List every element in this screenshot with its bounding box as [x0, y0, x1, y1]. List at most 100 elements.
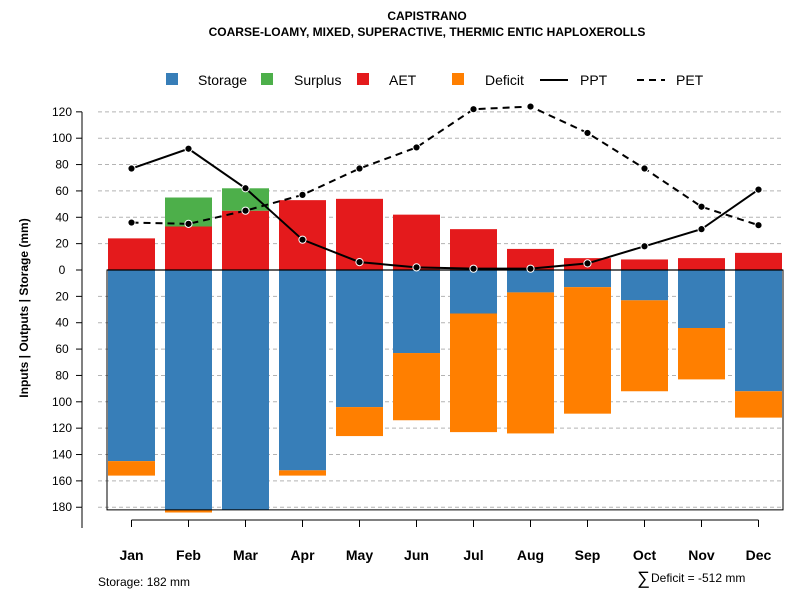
bar-aet-jun: [393, 214, 440, 270]
legend-label-ppt: PPT: [580, 72, 608, 88]
point-pet-nov: [697, 202, 706, 211]
grid-lines: [98, 111, 783, 508]
bar-aet-nov: [678, 258, 725, 270]
point-pet-may: [355, 164, 364, 173]
bars: [108, 188, 782, 513]
bar-surplus-mar: [222, 188, 269, 211]
y-tick-label-20: 20: [55, 237, 69, 251]
bar-storage-jul: [450, 270, 497, 314]
point-ppt-feb: [184, 144, 193, 153]
legend-swatch-storage: [166, 73, 178, 85]
x-tick-label-sep: Sep: [575, 547, 601, 563]
y-axis: 120 100 80 60 40 20 0 20 40 60 80 100 120 140 160 180: [52, 105, 83, 528]
point-pet-apr: [298, 190, 307, 199]
point-pet-feb: [184, 219, 193, 228]
series-lines: [127, 102, 763, 273]
y-tick-label-180: 180: [52, 500, 72, 514]
point-ppt-jul: [469, 264, 478, 273]
storage-frame: [106, 269, 784, 511]
x-tick-label-aug: Aug: [517, 547, 544, 563]
y-tick-label-60: 60: [55, 184, 69, 198]
legend-swatch-surplus: [261, 73, 273, 85]
bar-deficit-jan: [108, 461, 155, 476]
legend-swatch-aet: [357, 73, 369, 85]
bar-storage-oct: [621, 270, 668, 301]
x-tick-label-mar: Mar: [233, 547, 258, 563]
y-tick-label-120: 120: [52, 421, 72, 435]
x-tick-label-nov: Nov: [688, 547, 715, 563]
x-tick-label-dec: Dec: [746, 547, 772, 563]
legend-label-storage: Storage: [198, 72, 247, 88]
point-ppt-sep: [583, 259, 592, 268]
bar-storage-sep: [564, 270, 611, 288]
y-tick-label-40: 40: [55, 316, 69, 330]
point-ppt-may: [355, 257, 364, 267]
bar-storage-apr: [279, 270, 326, 471]
legend-label-aet: AET: [389, 72, 417, 88]
chart-title: CAPISTRANO: [387, 9, 466, 23]
point-ppt-aug: [526, 264, 535, 273]
bar-deficit-jul: [450, 313, 497, 433]
bar-storage-jun: [393, 270, 440, 354]
point-pet-jul: [469, 105, 478, 114]
bar-deficit-may: [336, 407, 383, 437]
bar-deficit-jun: [393, 353, 440, 421]
bar-aet-aug: [507, 248, 554, 270]
point-pet-mar: [241, 206, 250, 215]
y-tick-label-80: 80: [55, 368, 69, 382]
x-tick-label-feb: Feb: [176, 547, 201, 563]
bar-deficit-apr: [279, 470, 326, 476]
bar-aet-apr: [279, 200, 326, 270]
bar-aet-feb: [165, 226, 212, 270]
legend: Storage Surplus AET Deficit PPT PET: [166, 72, 704, 88]
bar-aet-dec: [735, 252, 782, 270]
y-axis-label: Inputs | Outputs | Storage (mm): [17, 218, 31, 397]
point-ppt-oct: [640, 242, 649, 251]
y-tick-label-80: 80: [55, 158, 69, 172]
bar-aet-jul: [450, 229, 497, 270]
bar-deficit-feb: [165, 509, 212, 513]
y-tick-label-160: 160: [52, 474, 72, 488]
point-pet-jun: [412, 143, 421, 152]
bar-storage-jan: [108, 270, 155, 462]
sum-symbol: ∑: [637, 568, 650, 588]
legend-label-surplus: Surplus: [294, 72, 341, 88]
legend-swatch-deficit: [452, 73, 464, 85]
bar-storage-feb: [165, 270, 212, 510]
point-ppt-nov: [697, 225, 706, 234]
legend-label-deficit: Deficit: [485, 72, 524, 88]
y-tick-label-20: 20: [55, 289, 69, 303]
point-ppt-mar: [241, 184, 250, 193]
bar-deficit-dec: [735, 391, 782, 418]
x-tick-label-may: May: [346, 547, 373, 563]
x-axis: Jan Feb Mar Apr May Jun Jul Aug Sep Oct Nov Dec: [119, 519, 772, 563]
point-pet-oct: [640, 164, 649, 173]
point-ppt-jun: [412, 263, 421, 272]
point-pet-sep: [583, 128, 592, 138]
bar-aet-mar: [222, 210, 269, 270]
point-ppt-apr: [298, 235, 307, 244]
y-tick-label-120: 120: [52, 105, 72, 119]
chart-subtitle: COARSE-LOAMY, MIXED, SUPERACTIVE, THERMI…: [209, 25, 646, 39]
bar-aet-oct: [621, 259, 668, 270]
point-ppt-jan: [127, 164, 136, 173]
line-pet: [131, 105, 759, 227]
point-ppt-dec: [754, 185, 763, 194]
x-tick-label-jan: Jan: [119, 547, 143, 563]
y-tick-label-40: 40: [55, 210, 69, 224]
bar-deficit-nov: [678, 327, 725, 380]
x-tick-label-apr: Apr: [290, 547, 315, 563]
bar-storage-nov: [678, 270, 725, 328]
legend-label-pet: PET: [676, 72, 704, 88]
point-pet-jan: [127, 218, 136, 227]
bar-aet-jan: [108, 238, 155, 270]
y-tick-label-100: 100: [52, 131, 72, 145]
deficit-footnote: Deficit = -512 mm: [651, 571, 745, 585]
point-pet-aug: [526, 102, 535, 111]
point-pet-dec: [754, 221, 763, 230]
bar-storage-aug: [507, 270, 554, 293]
bar-storage-mar: [222, 270, 269, 510]
bar-storage-may: [336, 270, 383, 408]
y-tick-label-100: 100: [52, 395, 72, 409]
